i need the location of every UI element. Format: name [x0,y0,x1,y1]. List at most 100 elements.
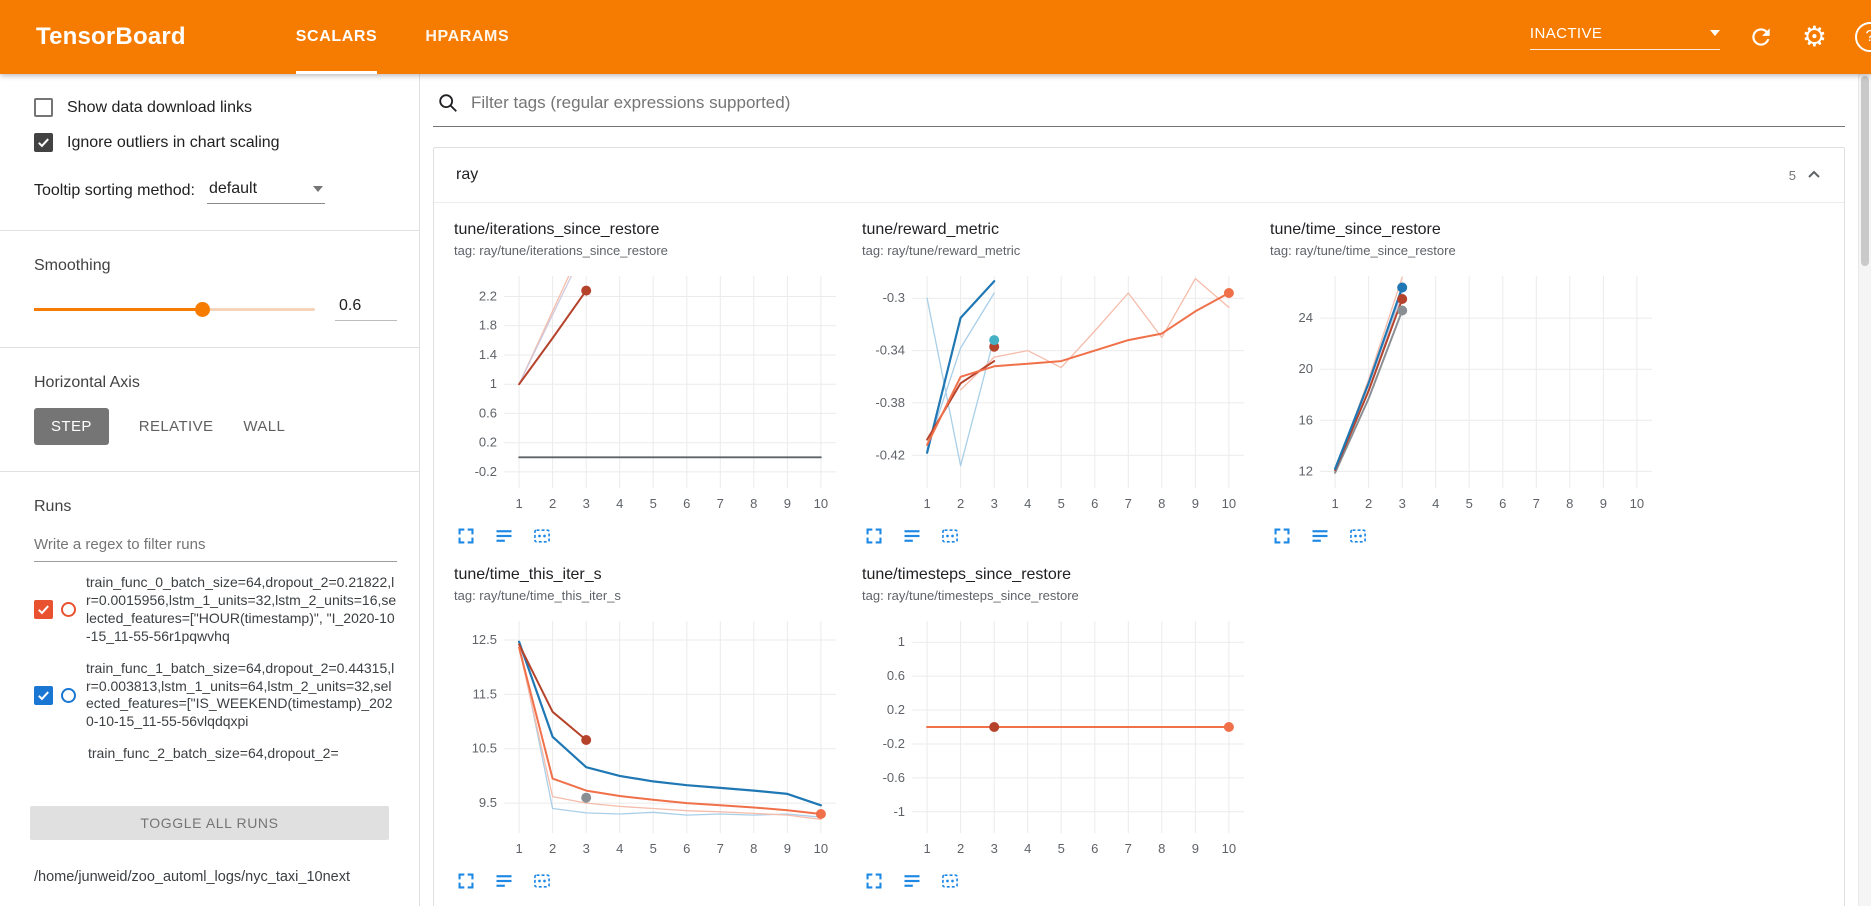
line-chart[interactable]: 1 2 3 4 5 6 7 8 9 10 -0.42 -0.38 -0.34 -0.3 [862,266,1256,516]
svg-text:24: 24 [1299,310,1313,325]
slider-fill [34,307,203,311]
svg-text:4: 4 [616,841,623,856]
runs-selector-icon[interactable] [1310,526,1330,546]
svg-text:-0.42: -0.42 [875,447,905,462]
smoothing-slider[interactable] [34,301,315,317]
svg-text:8: 8 [1158,841,1165,856]
svg-text:9: 9 [784,496,791,511]
scrollbar-thumb[interactable] [1861,76,1869,266]
svg-text:12.5: 12.5 [472,632,497,647]
run-item[interactable]: train_func_2_batch_size=64,dropout_2= [34,745,397,763]
svg-text:8: 8 [750,841,757,856]
svg-text:5: 5 [650,841,657,856]
expand-chart-icon[interactable] [456,526,476,546]
axis-relative-button[interactable]: RELATIVE [138,418,214,435]
svg-text:1: 1 [515,841,522,856]
svg-text:10.5: 10.5 [472,741,497,756]
chart-actions [862,871,1256,891]
smoothing-value-field[interactable]: 0.6 [335,297,397,321]
svg-text:9: 9 [1192,496,1199,511]
run-checkbox-icon[interactable] [34,685,53,705]
collapse-icon[interactable] [1806,167,1822,183]
refresh-icon[interactable] [1748,24,1774,50]
run-checkbox-icon[interactable] [34,600,53,620]
run-radio-icon[interactable] [61,687,76,703]
svg-text:1: 1 [1331,496,1338,511]
run-label: train_func_0_batch_size=64,dropout_2=0.2… [86,574,397,644]
data-mode-select[interactable]: INACTIVE [1529,25,1720,50]
tooltip-sort-label: Tooltip sorting method: [34,182,195,199]
category-header[interactable]: ray 5 [434,148,1844,203]
svg-text:9: 9 [1192,841,1199,856]
smoothing-slider-row: 0.6 [34,297,397,321]
vertical-scrollbar[interactable] [1858,74,1871,906]
app-header: TensorBoard SCALARS HPARAMS INACTIVE ⚙ ? [0,0,1871,74]
checkbox-unchecked-icon[interactable] [34,98,53,117]
runs-selector-icon[interactable] [494,871,514,891]
expand-chart-icon[interactable] [864,871,884,891]
svg-text:5: 5 [1058,841,1065,856]
help-icon[interactable]: ? [1855,22,1871,52]
svg-text:-0.2: -0.2 [475,464,497,479]
runs-selector-icon[interactable] [902,871,922,891]
pin-chart-icon[interactable] [532,526,552,546]
pin-chart-icon[interactable] [1348,526,1368,546]
runs-regex-input[interactable] [34,530,397,562]
svg-text:11.5: 11.5 [473,686,497,701]
run-item[interactable]: train_func_1_batch_size=64,dropout_2=0.4… [34,660,397,732]
line-chart[interactable]: 1 2 3 4 5 6 7 8 9 10 -0.2 0.2 0.6 1 1.4 1.8 2.2 [454,266,848,516]
settings-gear-icon[interactable]: ⚙ [1801,21,1827,52]
pin-chart-icon[interactable] [940,526,960,546]
svg-text:6: 6 [1091,496,1098,511]
svg-text:-0.38: -0.38 [875,395,905,410]
runs-selector-icon[interactable] [494,526,514,546]
tooltip-sort-row: Tooltip sorting method: default [34,180,397,204]
expand-chart-icon[interactable] [864,526,884,546]
svg-text:2: 2 [957,841,964,856]
chart-title: tune/iterations_since_restore [454,221,660,238]
ignore-outliers-option[interactable]: Ignore outliers in chart scaling [34,133,397,152]
svg-text:2: 2 [957,496,964,511]
svg-text:1: 1 [923,496,930,511]
category-title: ray [456,166,479,183]
svg-text:3: 3 [583,841,590,856]
axis-wall-button[interactable]: WALL [243,418,286,435]
expand-chart-icon[interactable] [456,871,476,891]
pin-chart-icon[interactable] [940,871,960,891]
line-chart[interactable]: 1 2 3 4 5 6 7 8 9 10 9.5 10.5 11.5 12.5 [454,611,848,861]
filter-tags-input[interactable] [471,93,1841,113]
svg-text:2: 2 [549,496,556,511]
chart-actions [454,871,848,891]
svg-text:10: 10 [1222,496,1236,511]
line-chart[interactable]: 1 2 3 4 5 6 7 8 9 10 -1 -0.6 -0.2 0.2 0.6 1 [862,611,1256,861]
svg-text:4: 4 [1432,496,1439,511]
svg-text:-0.2: -0.2 [883,736,905,751]
run-radio-icon[interactable] [61,602,76,618]
chart-title: tune/time_since_restore [1270,221,1441,238]
svg-text:20: 20 [1299,361,1313,376]
scalar-chart-card: tune/timesteps_since_restore tag: ray/tun… [862,566,1256,891]
slider-thumb[interactable] [194,301,210,317]
pin-chart-icon[interactable] [532,871,552,891]
tab-hparams[interactable]: HPARAMS [425,28,510,45]
svg-text:9: 9 [784,841,791,856]
svg-text:10: 10 [1630,496,1644,511]
tooltip-sort-select[interactable]: default [206,180,325,204]
runs-selector-icon[interactable] [902,526,922,546]
show-download-links-option[interactable]: Show data download links [34,98,397,117]
scalar-chart-card: tune/time_this_iter_s tag: ray/tune/time_… [454,566,848,891]
chart-tag: tag: ray/tune/time_this_iter_s [454,588,621,603]
runs-label: Runs [34,498,72,515]
checkbox-checked-icon[interactable] [34,133,53,152]
expand-chart-icon[interactable] [1272,526,1292,546]
main-content: ray 5 tune/iterations_since_restore tag: … [421,74,1871,906]
axis-step-button[interactable]: STEP [34,408,109,445]
category-card-ray: ray 5 tune/iterations_since_restore tag: … [433,147,1845,906]
scalar-chart-card: tune/iterations_since_restore tag: ray/tu… [454,221,848,546]
charts-grid: tune/iterations_since_restore tag: ray/tu… [434,203,1844,906]
run-item[interactable]: train_func_0_batch_size=64,dropout_2=0.2… [34,574,397,646]
toggle-all-runs-button[interactable]: TOGGLE ALL RUNS [30,806,389,840]
tab-scalars[interactable]: SCALARS [296,0,378,74]
